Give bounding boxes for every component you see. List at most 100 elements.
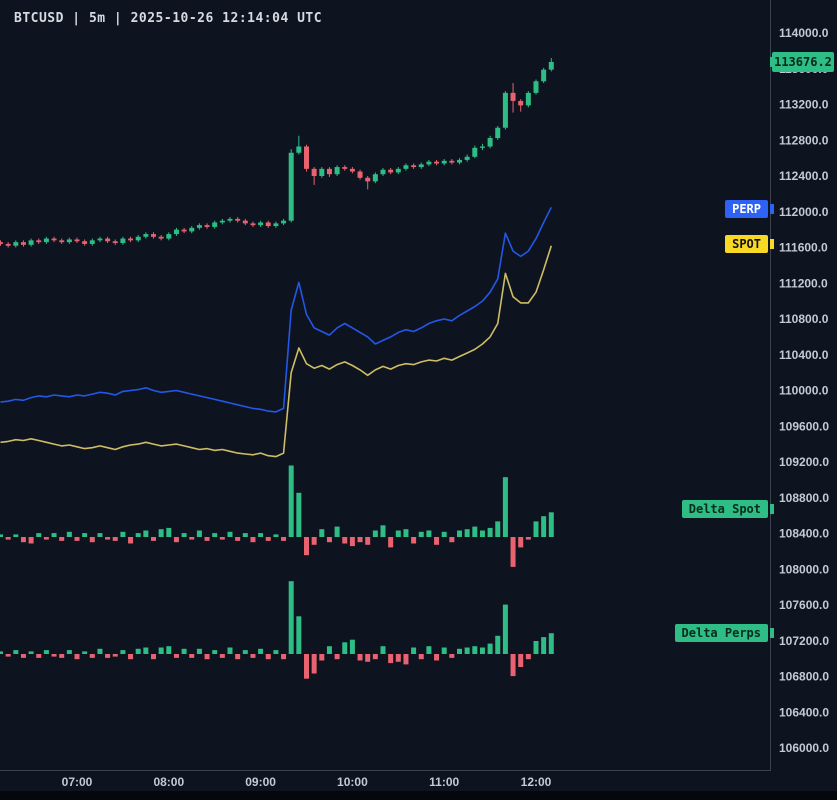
axis-mark-spot xyxy=(770,239,774,249)
candle-body xyxy=(5,243,11,246)
candle-body xyxy=(510,92,516,101)
price-tick-label: 111200.0 xyxy=(779,276,828,290)
delta-bar xyxy=(158,529,164,537)
delta-bar xyxy=(418,654,424,660)
delta-bar xyxy=(196,648,202,654)
candle-body xyxy=(66,239,72,243)
delta-bar xyxy=(5,654,11,657)
delta-bar xyxy=(464,647,470,654)
candle-body xyxy=(51,238,57,241)
delta-bar xyxy=(265,654,271,660)
series-badge-delta-spot: Delta Spot xyxy=(681,500,768,518)
candle-body xyxy=(242,220,248,224)
delta-bar xyxy=(13,534,19,537)
delta-bar xyxy=(219,537,225,540)
candle-body xyxy=(472,147,478,157)
delta-bar xyxy=(372,530,378,537)
candle-body xyxy=(311,168,317,176)
candle-body xyxy=(388,169,394,173)
candle-body xyxy=(89,240,95,244)
delta-bar xyxy=(66,531,72,537)
delta-bar xyxy=(181,533,187,537)
delta-bar xyxy=(204,654,210,660)
delta-bar xyxy=(311,537,317,545)
candle-body xyxy=(166,234,172,239)
delta-bar xyxy=(434,537,440,545)
candle-body xyxy=(212,222,218,227)
candle-body xyxy=(403,165,409,169)
delta-bar xyxy=(365,537,371,545)
candle-body xyxy=(43,238,49,243)
delta-bar xyxy=(105,654,111,658)
candle-body xyxy=(128,238,134,241)
price-tick-label: 110800.0 xyxy=(779,312,829,326)
candle-body xyxy=(143,234,149,237)
delta-bar xyxy=(97,533,103,537)
candle-body xyxy=(28,240,34,245)
delta-bar xyxy=(227,647,233,654)
delta-bar xyxy=(59,654,65,658)
candle-body xyxy=(288,152,294,221)
delta-bar xyxy=(219,654,225,658)
delta-bar xyxy=(82,533,88,537)
delta-bar xyxy=(212,533,218,537)
candle-body xyxy=(97,238,103,241)
delta-bar xyxy=(82,651,88,654)
time-tick-label: 09:00 xyxy=(245,775,276,789)
delta-bar xyxy=(372,654,378,660)
delta-bar xyxy=(457,648,462,654)
candle-body xyxy=(281,220,287,224)
delta-bar xyxy=(166,646,172,654)
candle-body xyxy=(296,146,302,153)
price-tick-label: 108400.0 xyxy=(779,527,829,541)
delta-pane-delta-perps[interactable] xyxy=(0,581,554,679)
candlestick-series[interactable] xyxy=(0,58,554,248)
delta-bar xyxy=(265,537,271,541)
price-tick-label: 108800.0 xyxy=(779,491,829,505)
price-tick-label: 108000.0 xyxy=(779,562,829,576)
delta-bar xyxy=(334,526,340,537)
delta-bar xyxy=(342,537,348,544)
delta-bar xyxy=(97,648,103,654)
delta-bar xyxy=(105,537,111,540)
delta-bar xyxy=(89,537,95,543)
delta-bar xyxy=(395,654,401,662)
delta-bar xyxy=(43,537,49,540)
price-tick-label: 106400.0 xyxy=(779,705,829,719)
delta-bar xyxy=(166,527,172,537)
delta-bar xyxy=(66,650,72,654)
delta-bar xyxy=(495,521,501,537)
candle-body xyxy=(273,223,279,227)
candle-body xyxy=(59,240,65,243)
delta-bar xyxy=(426,646,432,654)
delta-bar xyxy=(311,654,317,674)
delta-bar xyxy=(487,527,493,537)
candle-body xyxy=(342,167,348,169)
delta-bar xyxy=(487,643,493,654)
price-axis[interactable]: 114000.0113600.0113200.0112800.0112400.0… xyxy=(779,26,829,755)
delta-bar xyxy=(51,654,57,657)
delta-bar xyxy=(449,654,455,658)
axis-mark-perp xyxy=(770,204,774,214)
candle-body xyxy=(135,236,141,241)
delta-pane-delta-spot[interactable] xyxy=(0,465,554,567)
price-tick-label: 114000.0 xyxy=(779,26,829,40)
delta-bar xyxy=(112,537,118,541)
delta-bar xyxy=(395,530,401,537)
delta-bar xyxy=(36,654,42,658)
delta-bar xyxy=(441,531,447,537)
time-axis[interactable]: 07:00 08:00 09:00 10:00 11:00 12:00 xyxy=(62,775,552,789)
candle-body xyxy=(181,229,187,232)
candle-body xyxy=(235,218,241,221)
candle-body xyxy=(20,242,26,245)
delta-bar xyxy=(258,533,264,537)
delta-bar xyxy=(128,654,134,660)
delta-bar xyxy=(181,648,187,654)
delta-bar xyxy=(334,654,340,660)
delta-bar xyxy=(120,650,126,654)
delta-bar xyxy=(227,531,233,537)
candle-body xyxy=(533,81,539,93)
candle-body xyxy=(258,222,264,226)
